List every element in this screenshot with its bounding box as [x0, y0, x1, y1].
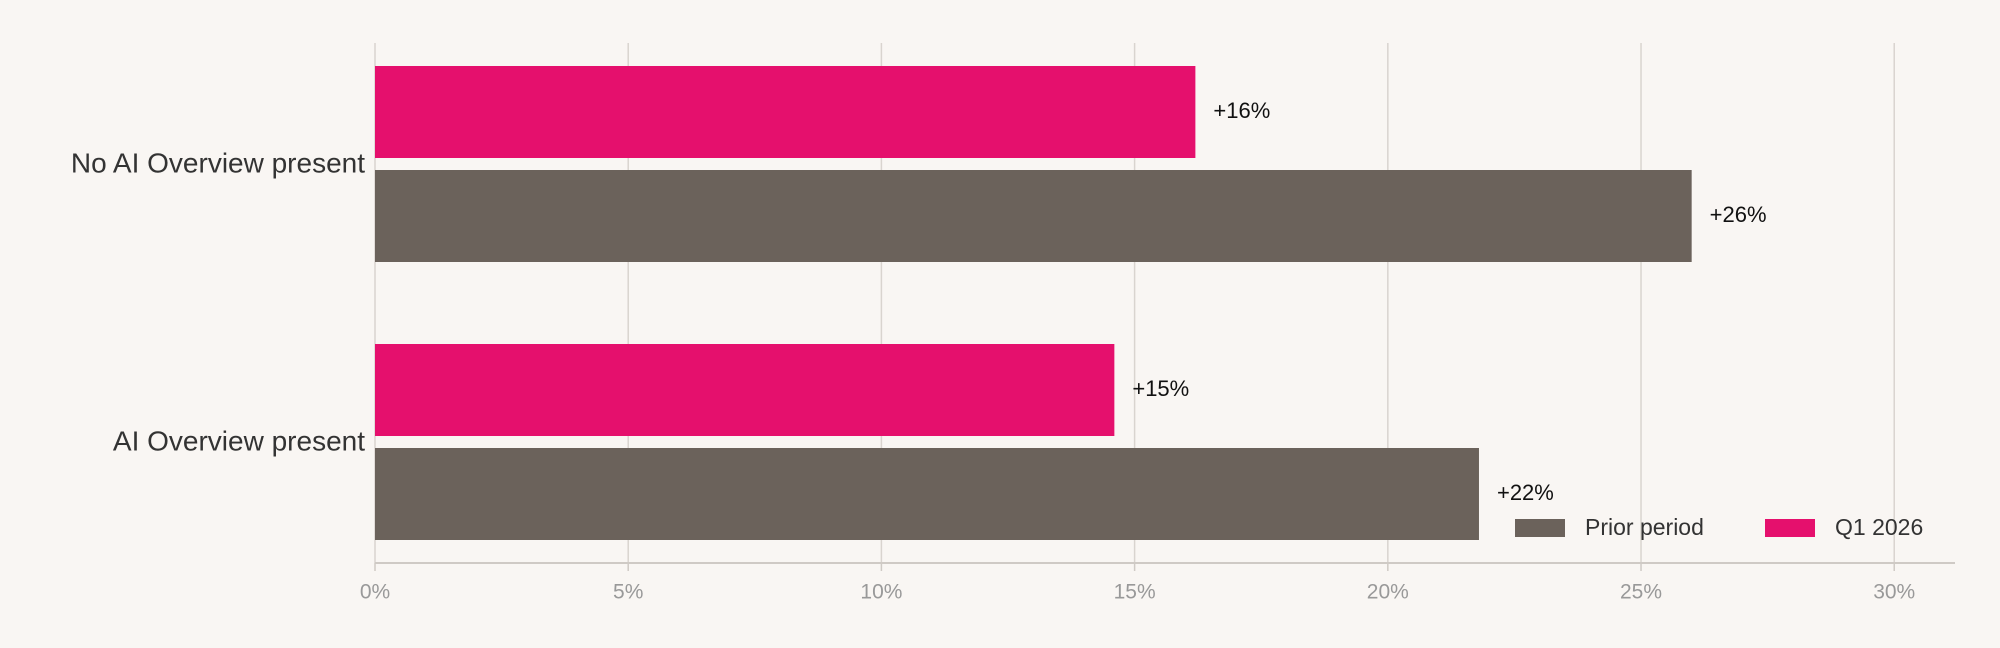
category-label: No AI Overview present — [71, 147, 365, 178]
x-tick-label: 5% — [613, 581, 643, 604]
x-tick-label: 20% — [1367, 581, 1409, 604]
x-tick-label: 25% — [1620, 581, 1662, 604]
x-tick-label: 15% — [1114, 581, 1156, 604]
x-tick-label: 0% — [360, 581, 390, 604]
legend-swatch — [1515, 519, 1565, 537]
legend-swatch — [1765, 519, 1815, 537]
bar — [375, 448, 1479, 540]
value-label: +15% — [1132, 376, 1189, 401]
x-tick-label: 30% — [1873, 581, 1915, 604]
legend-label: Q1 2026 — [1835, 514, 1923, 540]
value-label: +26% — [1710, 202, 1767, 227]
value-label: +16% — [1213, 98, 1270, 123]
bar — [375, 170, 1692, 262]
value-label: +22% — [1497, 480, 1554, 505]
category-label: AI Overview present — [113, 425, 365, 456]
bar — [375, 344, 1115, 436]
legend-label: Prior period — [1585, 514, 1704, 540]
bar — [375, 66, 1196, 158]
x-tick-label: 10% — [860, 581, 902, 604]
